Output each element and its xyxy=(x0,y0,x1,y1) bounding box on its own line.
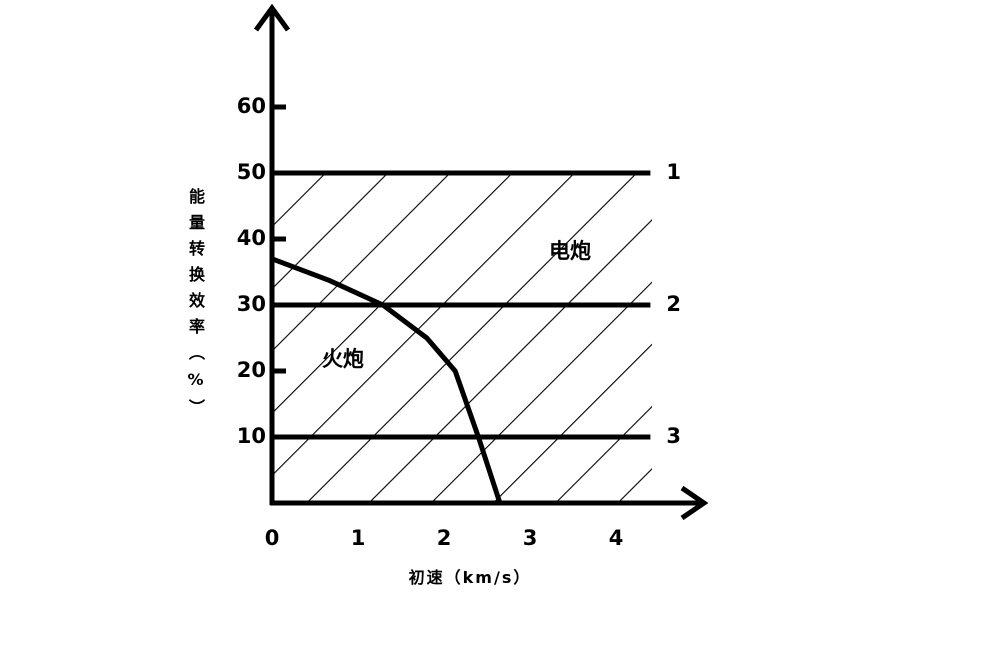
axes xyxy=(253,3,709,521)
x-tick-label: 4 xyxy=(609,526,624,550)
hatched-region xyxy=(274,171,652,503)
series-line xyxy=(271,256,503,504)
x-tick-label: 0 xyxy=(265,526,280,550)
y-tick-label: 20 xyxy=(237,358,266,382)
x-axis-label: 初速（km/s） xyxy=(408,568,532,587)
y-tick-label: 10 xyxy=(237,424,266,448)
x-tick-label: 1 xyxy=(351,526,366,550)
series-label: 2 xyxy=(666,292,681,316)
series-label: 1 xyxy=(666,160,681,184)
x-tick-label: 2 xyxy=(437,526,452,550)
y-axis-label: 能量转换效率（%） xyxy=(186,188,205,425)
series-label: 3 xyxy=(666,424,681,448)
y-tick-label: 60 xyxy=(237,94,266,118)
y-tick-label: 40 xyxy=(237,226,266,250)
y-tick-label: 30 xyxy=(237,292,266,316)
y-tick-label: 50 xyxy=(237,160,266,184)
annotation: 电炮 xyxy=(549,239,591,263)
x-tick-label: 3 xyxy=(523,526,538,550)
series-label: 火炮 xyxy=(322,347,364,371)
